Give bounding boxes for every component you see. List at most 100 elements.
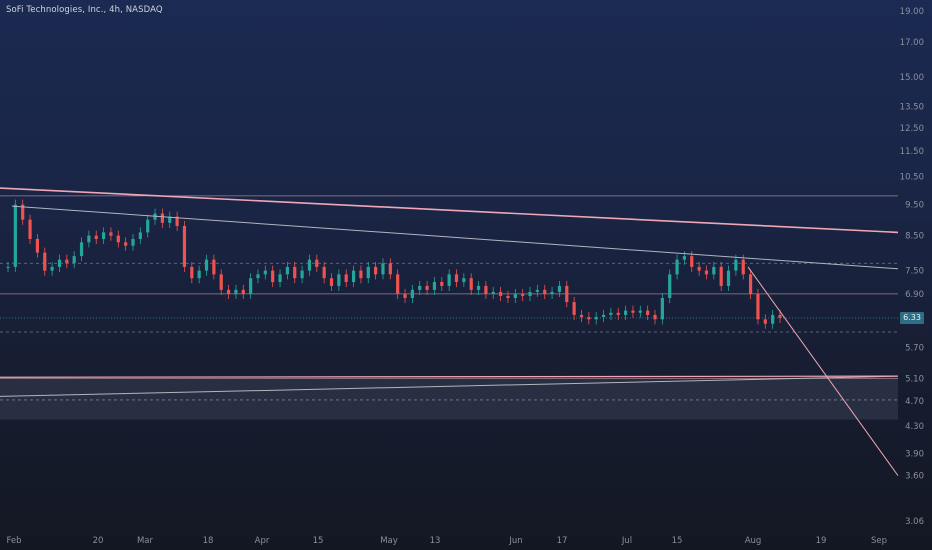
candle-body [513,293,517,298]
x-axis-tick-label: Sep [871,536,887,546]
candle-body [322,266,326,279]
candle-body [116,235,120,243]
candle-body [57,259,62,267]
candle-body [263,270,267,275]
candle-body [719,266,723,286]
candle-body [528,291,532,296]
candle-body [388,263,392,275]
y-axis-tick-label: 10.50 [900,173,924,183]
y-axis-tick-label: 3.06 [905,517,924,527]
candle-body [285,266,289,275]
candle-body [204,259,209,271]
candle-body [79,242,84,257]
x-axis-tick-label: 18 [203,536,214,546]
candle-body [278,274,282,283]
candle-body [521,293,525,296]
candle-body [462,278,466,283]
candle-body [13,204,17,267]
candle-body [374,266,378,275]
candle-body [771,314,775,324]
x-axis-tick-label: 13 [430,536,441,546]
candle-body [741,259,745,275]
x-axis-tick-label: Apr [255,536,270,546]
last-price-tag: 6.33 [900,311,924,324]
y-axis-tick-label: 17.00 [900,38,924,48]
y-axis-tick-label: 5.10 [905,374,924,384]
candle-body [50,266,54,271]
candle-body [410,289,414,298]
x-axis-tick-label: Feb [6,536,21,546]
candle-body [190,266,194,279]
candle-body [469,278,473,290]
x-axis-tick-label: 15 [313,536,324,546]
candle-body [337,274,341,286]
candle-body [499,291,503,296]
candle-body [271,270,275,283]
y-axis-tick-label: 11.50 [900,147,924,157]
candle-body [432,282,437,290]
candle-body [616,312,620,315]
x-axis-tick-label: Jun [508,536,522,546]
candle-body [182,225,187,267]
candle-body [138,232,142,239]
candle-body [72,256,76,264]
candle-body [87,235,91,243]
candle-body [146,219,150,233]
candle-body [307,259,312,271]
candle-body [624,310,628,315]
support-zone [0,378,898,420]
x-axis-tick-label: May [380,536,398,546]
candle-body [763,319,767,324]
candle-body [6,266,10,268]
candle-body [704,270,709,275]
candle-body [601,314,606,318]
candle-body [351,270,356,283]
candle-body [594,317,598,320]
chart-title: SoFi Technologies, Inc., 4h, NASDAQ [6,5,163,15]
x-axis-tick-label: 20 [93,536,104,546]
candle-body [690,256,694,267]
candle-body [543,289,547,294]
candle-body [65,259,69,264]
candle-body [440,282,444,286]
x-axis-tick-label: 19 [816,536,827,546]
y-axis-tick-label: 13.50 [900,102,924,112]
candle-body [396,274,400,294]
candle-body [418,285,422,290]
x-axis-tick-label: Mar [137,536,154,546]
candle-body [21,204,25,220]
x-axis-tick-label: Aug [745,536,762,546]
trend-line-gray-lower [0,375,899,397]
candle-body [160,213,164,223]
candle-body [454,274,459,283]
candle-body [748,274,753,294]
candle-body [778,314,782,318]
candle-body [256,274,260,279]
candle-body [712,266,716,275]
candle-body [668,274,672,298]
candle-body [300,270,304,279]
candle-body [43,252,47,271]
candle-body [587,317,591,320]
candle-body [682,256,687,260]
y-axis-tick-label: 19.00 [900,7,924,17]
candle-body [249,278,253,294]
candle-body [168,216,172,223]
trend-line-gray-upper [11,205,899,270]
y-axis-tick-label: 6.90 [905,290,924,300]
candle-body [491,291,495,294]
candle-body [94,235,98,239]
y-axis-tick-label: 15.00 [900,73,924,83]
candle-body [226,289,231,294]
candle-body [315,259,319,267]
candle-body [557,285,562,292]
candle-body [175,216,179,226]
candle-body [344,274,348,283]
trend-line-pink-down [747,266,899,476]
y-axis-tick-label: 7.50 [905,267,924,277]
candle-body [734,259,738,271]
candle-body [697,266,701,271]
candle-body [234,289,238,294]
